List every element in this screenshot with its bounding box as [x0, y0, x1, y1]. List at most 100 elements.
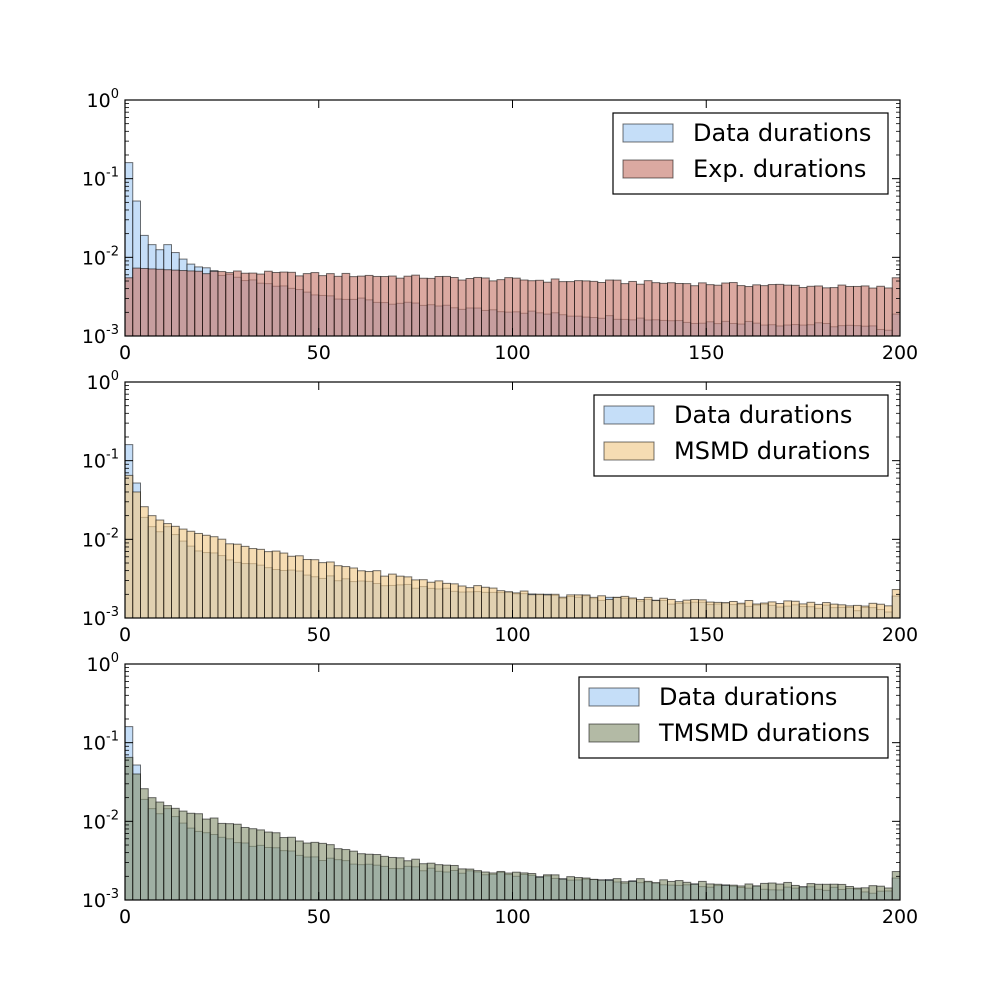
histogram-bar: [713, 284, 723, 337]
legend-label: TMSMD durations: [658, 719, 870, 747]
legend-label: Data durations: [674, 401, 852, 429]
histogram-bar: [806, 601, 816, 619]
histogram-bar: [581, 877, 591, 901]
histogram-bar: [271, 550, 281, 619]
histogram-bar: [140, 267, 149, 337]
histogram-bar: [628, 880, 637, 901]
histogram-bar: [364, 853, 374, 901]
histogram-bar: [845, 605, 854, 619]
histogram-bar: [240, 545, 250, 619]
histogram-bar: [233, 823, 242, 901]
histogram-bar: [295, 275, 304, 337]
legend-label: Data durations: [659, 683, 837, 711]
histogram-bar: [667, 880, 676, 901]
histogram-bar: [132, 267, 141, 337]
series-tmsmd-durations: [124, 756, 901, 901]
histogram-bar: [504, 591, 513, 619]
histogram-bar: [667, 282, 676, 337]
histogram-bar: [333, 848, 343, 901]
y-tick-label: 100: [87, 369, 119, 394]
histogram-bar: [798, 886, 808, 901]
histogram-bar: [287, 555, 296, 619]
histogram-bar: [721, 282, 730, 337]
histogram-bar: [403, 576, 413, 619]
x-tick-label: 200: [882, 342, 918, 364]
legend-swatch: [603, 405, 655, 425]
histogram-bar: [380, 855, 389, 901]
histogram-bar: [372, 570, 382, 619]
histogram-bar: [481, 871, 490, 901]
histogram-bar: [597, 282, 606, 337]
x-tick-label: 200: [882, 624, 918, 646]
histogram-bar: [178, 528, 188, 619]
histogram-bar: [752, 284, 761, 337]
histogram-bar: [372, 854, 382, 901]
histogram-bar: [512, 277, 521, 337]
histogram-bar: [434, 580, 444, 619]
histogram-bar: [744, 286, 754, 337]
histogram-bar: [783, 881, 792, 901]
histogram-bar: [178, 270, 188, 337]
histogram-bar: [287, 836, 296, 901]
histogram-bar: [845, 886, 854, 901]
y-tick-label: 10-3: [82, 887, 119, 912]
chart-panel-3: 0 50 100 150 200 100 10-1 10-2 10-3 Data duration…: [82, 651, 918, 928]
histogram-bar: [488, 872, 498, 901]
histogram-bar: [682, 881, 692, 901]
x-tick-label: 0: [119, 906, 131, 928]
histogram-bar: [388, 573, 397, 619]
histogram-bar: [419, 579, 428, 619]
histogram-bar: [186, 270, 196, 337]
histogram-bar: [705, 601, 715, 619]
histogram-bar: [512, 592, 521, 619]
x-tick-label: 50: [307, 342, 331, 364]
histogram-bar: [837, 284, 847, 337]
histogram-bar: [814, 883, 823, 901]
histogram-bar: [674, 880, 684, 901]
histogram-bar: [535, 876, 544, 901]
histogram-bar: [535, 279, 544, 337]
histogram-bar: [240, 826, 250, 901]
histogram-bar: [682, 283, 692, 337]
histogram-bar: [202, 273, 211, 337]
histogram-bar: [388, 275, 397, 337]
histogram-bar: [395, 575, 405, 619]
histogram-bar: [240, 272, 250, 337]
histogram-bar: [829, 287, 839, 337]
histogram-bar: [527, 594, 537, 619]
histogram-bar: [651, 882, 661, 901]
histogram-bar: [853, 604, 862, 619]
histogram-bar: [760, 285, 769, 337]
histogram-bar: [341, 272, 351, 337]
histogram-bar: [295, 840, 304, 901]
histogram-bar: [713, 883, 723, 901]
y-tick-label: 10-3: [82, 605, 119, 630]
histogram-bar: [279, 552, 289, 619]
histogram-bar: [473, 585, 482, 619]
histogram-bar: [628, 597, 637, 619]
series-exp-durations: [124, 267, 901, 337]
histogram-bar: [876, 285, 885, 337]
y-tick-label: 10-1: [82, 448, 119, 473]
x-tick-label: 50: [307, 624, 331, 646]
histogram-bar: [481, 586, 490, 619]
histogram-bar: [155, 519, 165, 619]
histogram-bar: [147, 268, 157, 337]
histogram-bar: [279, 837, 289, 901]
histogram-bar: [558, 281, 568, 337]
histogram-bar: [233, 270, 242, 337]
histogram-bar: [667, 598, 676, 619]
histogram-bar: [868, 602, 878, 619]
histogram-bar: [426, 277, 436, 337]
histogram-bar: [659, 282, 668, 337]
histogram-bar: [581, 280, 591, 337]
histogram-bar: [163, 805, 172, 901]
histogram-bar: [698, 599, 707, 619]
histogram-bar: [636, 283, 645, 337]
histogram-bar: [868, 287, 878, 337]
histogram-bar: [163, 269, 172, 337]
histogram-bar: [791, 600, 800, 619]
histogram-bar: [651, 282, 661, 337]
histogram-bar: [775, 883, 785, 901]
histogram-bar: [194, 270, 203, 337]
